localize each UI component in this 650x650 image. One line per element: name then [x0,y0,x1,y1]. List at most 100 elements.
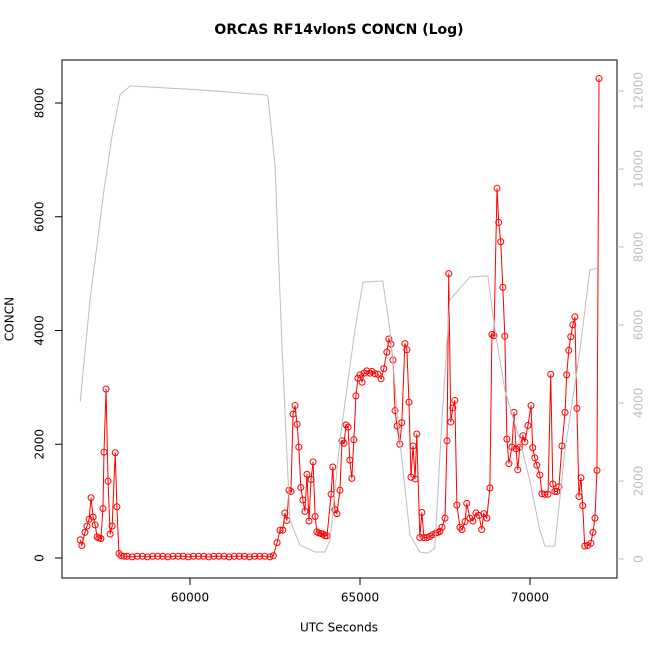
data-point [307,475,315,483]
y-tick-label: 6000 [33,201,47,232]
x-tick-label: 60000 [171,591,209,605]
data-point [561,408,569,416]
data-point [251,552,259,560]
data-point [486,484,494,492]
y-axis-label: CONCN [3,297,17,341]
data-point [413,430,421,438]
data-point [200,552,208,560]
y-tick-label: 2000 [33,429,47,460]
x-tick-label: 65000 [341,591,379,605]
data-point [407,473,415,481]
data-point [391,407,399,415]
data-point [189,552,197,560]
data-point [411,475,419,483]
data-point [159,552,167,560]
data-point [579,502,587,510]
data-point [438,523,446,531]
data-point [301,507,309,515]
data-point [575,493,583,501]
data-point [451,396,459,404]
data-point [81,528,89,536]
y-tick-label: 4000 [33,315,47,346]
data-point [120,552,128,560]
data-point [220,552,228,560]
x-tick-label: 70000 [511,591,549,605]
data-point [104,477,112,485]
data-point [144,553,152,561]
data-point [393,422,401,430]
data-point [458,526,466,534]
data-point [501,332,509,340]
data-point [91,521,99,529]
data-point [366,369,374,377]
data-point [401,340,409,348]
y2-tick-label: 8000 [632,232,646,263]
data-point [235,552,243,560]
data-point [205,553,213,561]
data-point [380,365,388,373]
data-point [589,528,597,536]
data-point [261,552,269,560]
data-point [289,410,297,418]
data-point [445,270,453,278]
data-point [291,402,299,410]
data-point [164,553,172,561]
data-point [269,552,277,560]
data-point [490,332,498,340]
data-point [342,421,350,429]
data-point [333,510,341,518]
data-point [87,494,95,502]
data-point [519,432,527,440]
data-point [495,218,503,226]
data-point [514,466,522,474]
data-point [266,553,274,561]
data-point [246,553,254,561]
y-tick-label: 8000 [33,88,47,119]
data-point [581,542,589,550]
data-point [338,437,346,445]
data-point [549,480,557,488]
data-point [329,463,337,471]
data-point [483,514,491,522]
data-point [443,437,451,445]
data-point [403,346,411,354]
data-point [449,404,457,412]
data-point [505,460,513,468]
data-point [527,402,535,410]
data-point [321,532,329,540]
data-point [555,483,563,491]
data-point [423,534,431,542]
data-point [418,508,426,516]
data-point [571,313,579,321]
data-point [276,526,284,534]
data-point [354,374,362,382]
y2-tick-label: 12000 [632,72,646,110]
data-point [303,470,311,478]
data-point [409,442,417,450]
y2-tick-label: 0 [632,555,646,563]
data-point [305,517,313,525]
data-point [356,371,364,379]
data-point [478,526,486,534]
series-line [79,85,599,554]
data-point [553,487,561,495]
data-point [225,553,233,561]
data-point [567,333,575,341]
data-point [281,509,289,517]
data-point [100,448,108,456]
data-point [256,552,264,560]
data-point [210,552,218,560]
data-point [111,449,119,457]
data-point [441,514,449,522]
data-point [195,552,203,560]
data-point [331,506,339,514]
data-point [497,238,505,246]
data-point [106,530,114,538]
y2-tick-label: 4000 [632,388,646,419]
data-point [154,552,162,560]
data-point [521,438,529,446]
data-point [89,513,97,521]
data-point [215,552,223,560]
data-point [563,371,571,379]
